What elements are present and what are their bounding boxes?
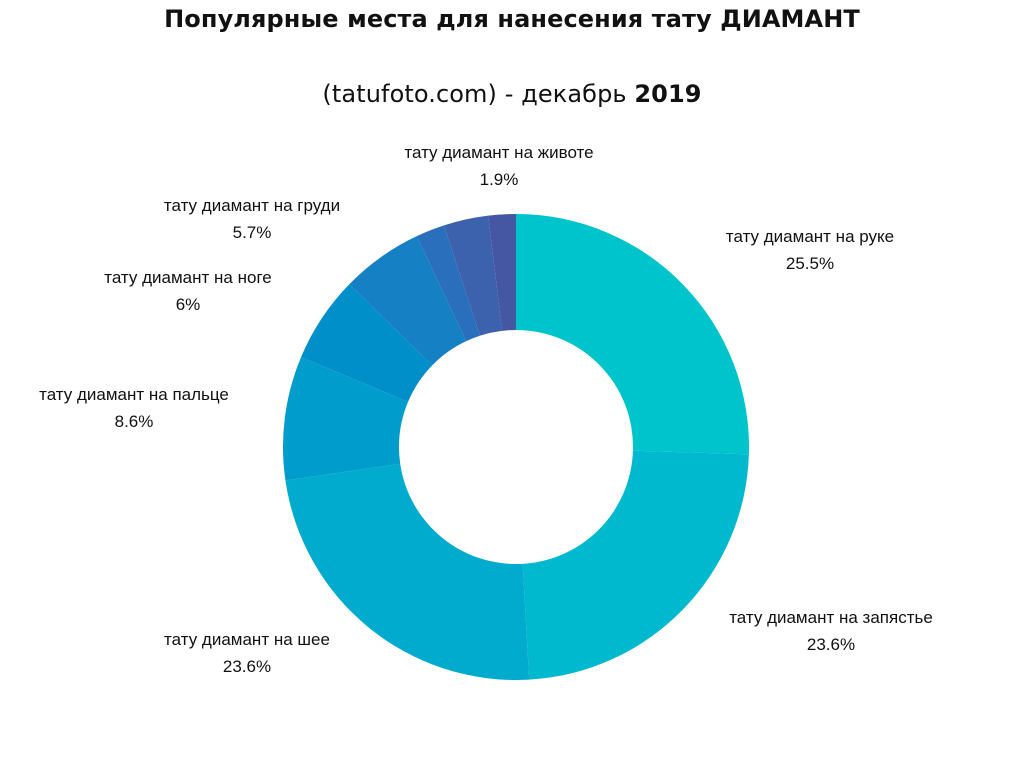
- slice-8: [488, 214, 516, 331]
- donut-slices: [283, 214, 749, 680]
- slice-value-4: 6%: [176, 295, 201, 314]
- slice-label-0: тату диамант на руке: [726, 227, 894, 246]
- slice-label-5: тату диамант на груди: [164, 196, 340, 215]
- slice-value-0: 25.5%: [786, 254, 834, 273]
- slice-1: [522, 450, 749, 680]
- slice-value-8: 1.9%: [480, 170, 519, 189]
- slice-label-3: тату диамант на пальце: [39, 385, 229, 404]
- slice-value-3: 8.6%: [115, 412, 154, 431]
- slice-3: [283, 357, 409, 481]
- slice-4: [301, 284, 433, 402]
- slice-labels: тату диамант на руке 25.5% тату диамант на…: [39, 143, 933, 676]
- slice-5: [349, 236, 467, 366]
- slice-7: [443, 215, 503, 336]
- subtitle-date: - декабрь: [496, 80, 635, 108]
- slice-value-5: 5.7%: [233, 223, 272, 242]
- slice-value-1: 23.6%: [807, 635, 855, 654]
- chart-subtitle: (tatufoto.com) - декабрь 2019: [0, 80, 1024, 108]
- slice-2: [285, 463, 530, 680]
- subtitle-site: (tatufoto.com): [322, 80, 497, 108]
- slice-6: [416, 225, 480, 342]
- slice-label-8: тату диамант на животе: [404, 143, 593, 162]
- slice-label-2: тату диамант на шее: [164, 630, 330, 649]
- slice-value-2: 23.6%: [223, 657, 271, 676]
- slice-0: [516, 214, 749, 455]
- subtitle-year: 2019: [634, 80, 702, 108]
- chart-title: Популярные места для нанесения тату ДИАМ…: [164, 5, 860, 33]
- slice-label-4: тату диамант на ноге: [104, 268, 271, 287]
- slice-label-1: тату диамант на запястье: [729, 608, 933, 627]
